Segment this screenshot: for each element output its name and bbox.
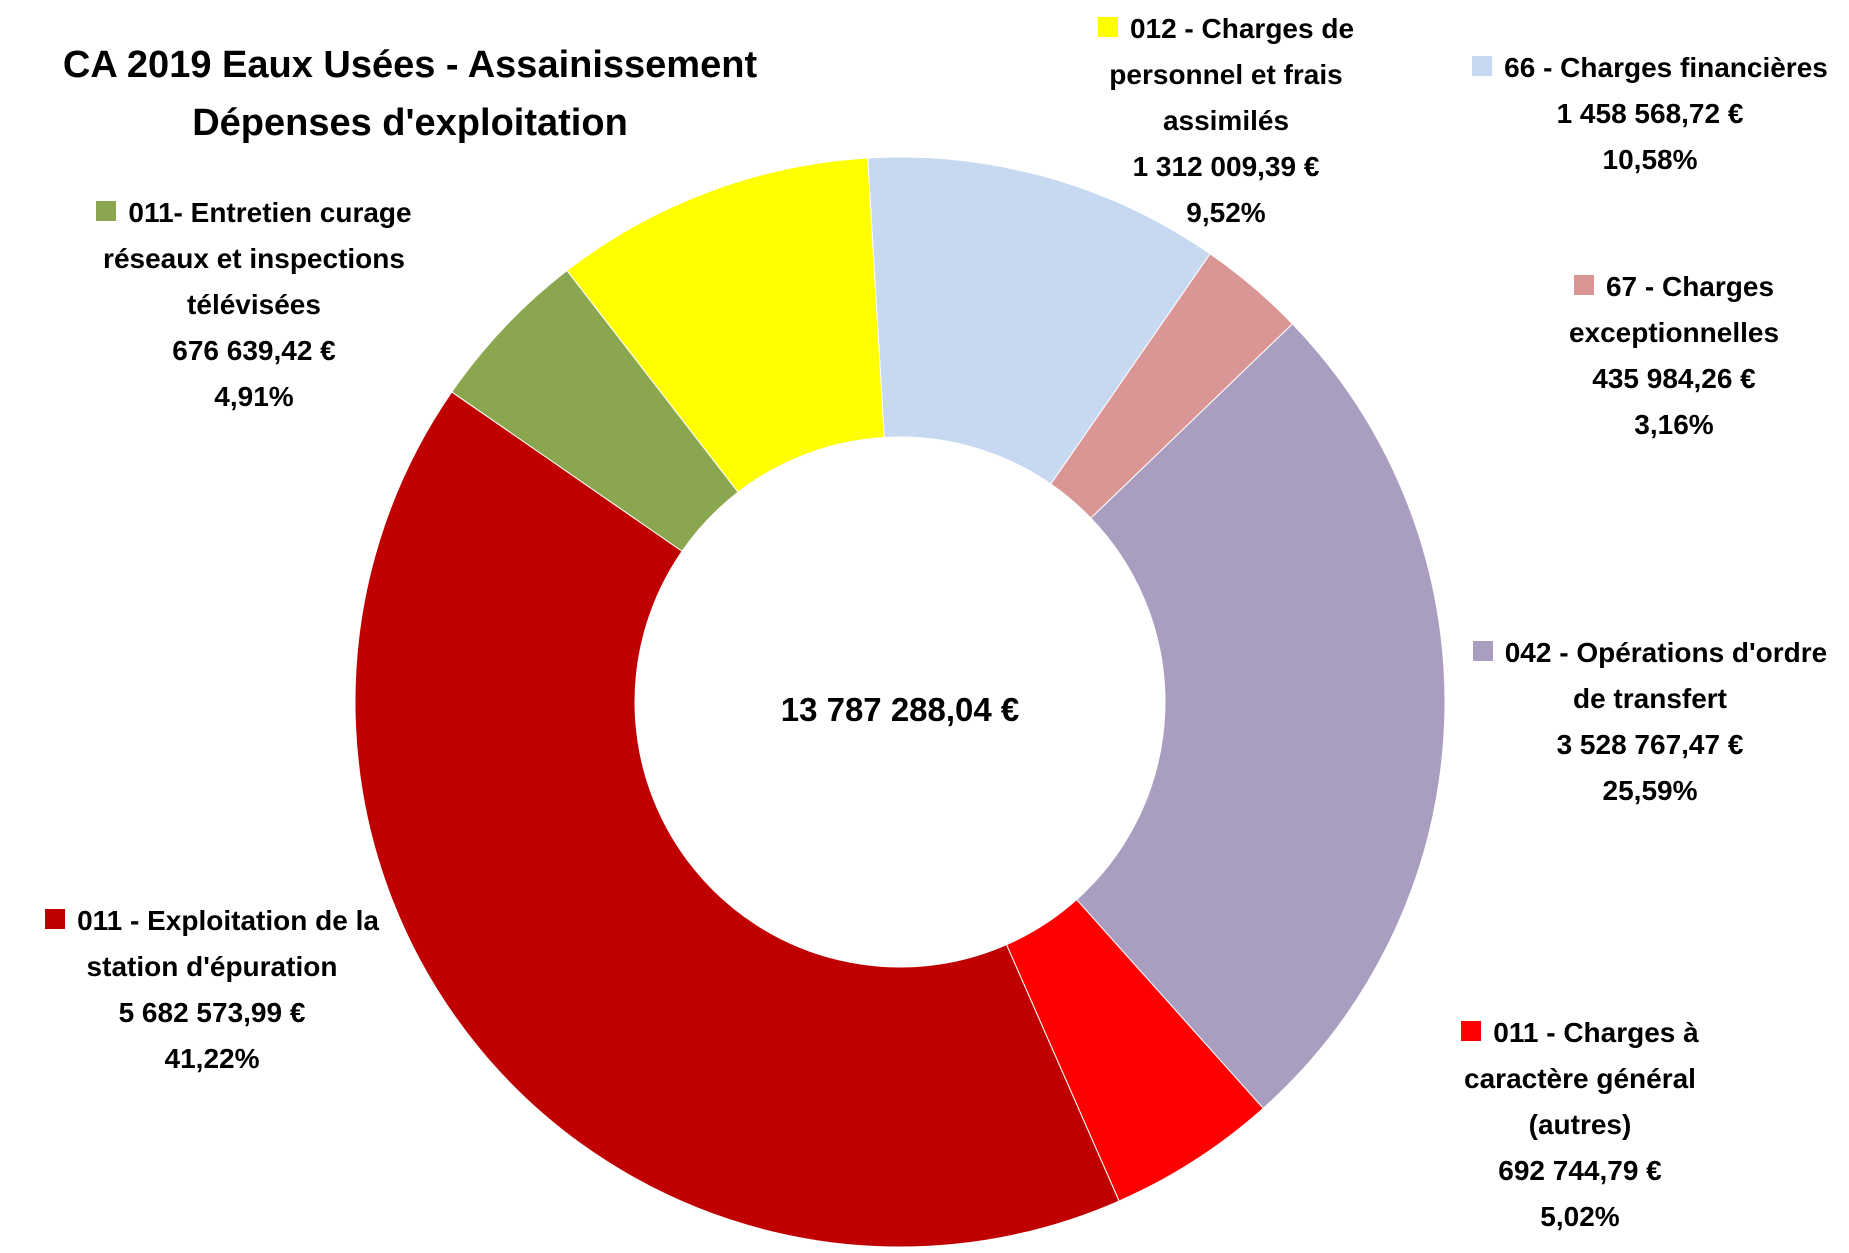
donut-slice xyxy=(867,156,1211,485)
slice-label: 042 - Opérations d'ordre de transfert 3 5… xyxy=(1460,630,1840,814)
legend-entry: 012 - Charges de personnel et frais assi… xyxy=(1061,6,1391,144)
value-label: 1 312 009,39 € xyxy=(1132,151,1320,182)
category-name: 67 - Charges exceptionnelles xyxy=(1568,271,1780,348)
value-label: 676 639,42 € xyxy=(172,335,336,366)
legend-entry: 011 - Charges à caractère général (autre… xyxy=(1430,1010,1730,1148)
percentage-label: 3,16% xyxy=(1634,409,1714,440)
legend-marker xyxy=(45,909,66,929)
slice-label: 011 - Charges à caractère général (autre… xyxy=(1430,1010,1730,1240)
slice-label: 011 - Exploitation de la station d'épura… xyxy=(2,898,422,1082)
total-label: 13 787 288,04 € xyxy=(780,691,1020,728)
legend-entry: 011 - Exploitation de la station d'épura… xyxy=(2,898,422,990)
value-label: 5 682 573,99 € xyxy=(118,997,306,1028)
percentage-label: 9,52% xyxy=(1186,197,1266,228)
legend-marker xyxy=(1461,1021,1482,1041)
slice-label: 011- Entretien curage réseaux et inspect… xyxy=(64,190,444,420)
legend-marker xyxy=(1097,17,1118,37)
legend-marker xyxy=(1472,56,1493,76)
slice-label: 66 - Charges financières 1 458 568,72 € 10… xyxy=(1450,45,1849,183)
legend-marker xyxy=(96,201,117,221)
value-label: 1 458 568,72 € xyxy=(1556,98,1744,129)
legend-entry: 011- Entretien curage réseaux et inspect… xyxy=(64,190,444,328)
slice-label: 67 - Charges exceptionnelles 435 984,26 €… xyxy=(1524,264,1824,448)
category-name: 011- Entretien curage réseaux et inspect… xyxy=(103,197,412,320)
chart-title: CA 2019 Eaux Usées - Assainissement Dépe… xyxy=(62,44,758,144)
percentage-label: 41,22% xyxy=(164,1043,260,1074)
percentage-label: 4,91% xyxy=(214,381,294,412)
donut-slice xyxy=(566,157,885,493)
donut-slice xyxy=(354,391,1120,1248)
value-label: 3 528 767,47 € xyxy=(1556,729,1744,760)
category-name: 042 - Opérations d'ordre de transfert xyxy=(1504,637,1828,714)
percentage-label: 5,02% xyxy=(1540,1201,1620,1232)
category-name: 011 - Charges à caractère général (autre… xyxy=(1464,1017,1699,1140)
value-label: 692 744,79 € xyxy=(1498,1155,1662,1186)
percentage-label: 25,59% xyxy=(1602,775,1698,806)
donut-slice xyxy=(1075,323,1446,1110)
category-name: 012 - Charges de personnel et frais assi… xyxy=(1109,13,1355,136)
legend-entry: 67 - Charges exceptionnelles xyxy=(1524,264,1824,356)
legend-entry: 042 - Opérations d'ordre de transfert xyxy=(1460,630,1840,722)
legend-entry: 66 - Charges financières xyxy=(1450,45,1849,91)
value-label: 435 984,26 € xyxy=(1592,363,1756,394)
category-name: 66 - Charges financières xyxy=(1504,52,1828,83)
category-name: 011 - Exploitation de la station d'épura… xyxy=(77,905,379,982)
legend-marker xyxy=(1573,275,1594,295)
percentage-label: 10,58% xyxy=(1602,144,1698,175)
legend-marker xyxy=(1472,641,1493,661)
slice-label: 012 - Charges de personnel et frais assi… xyxy=(1061,6,1391,236)
